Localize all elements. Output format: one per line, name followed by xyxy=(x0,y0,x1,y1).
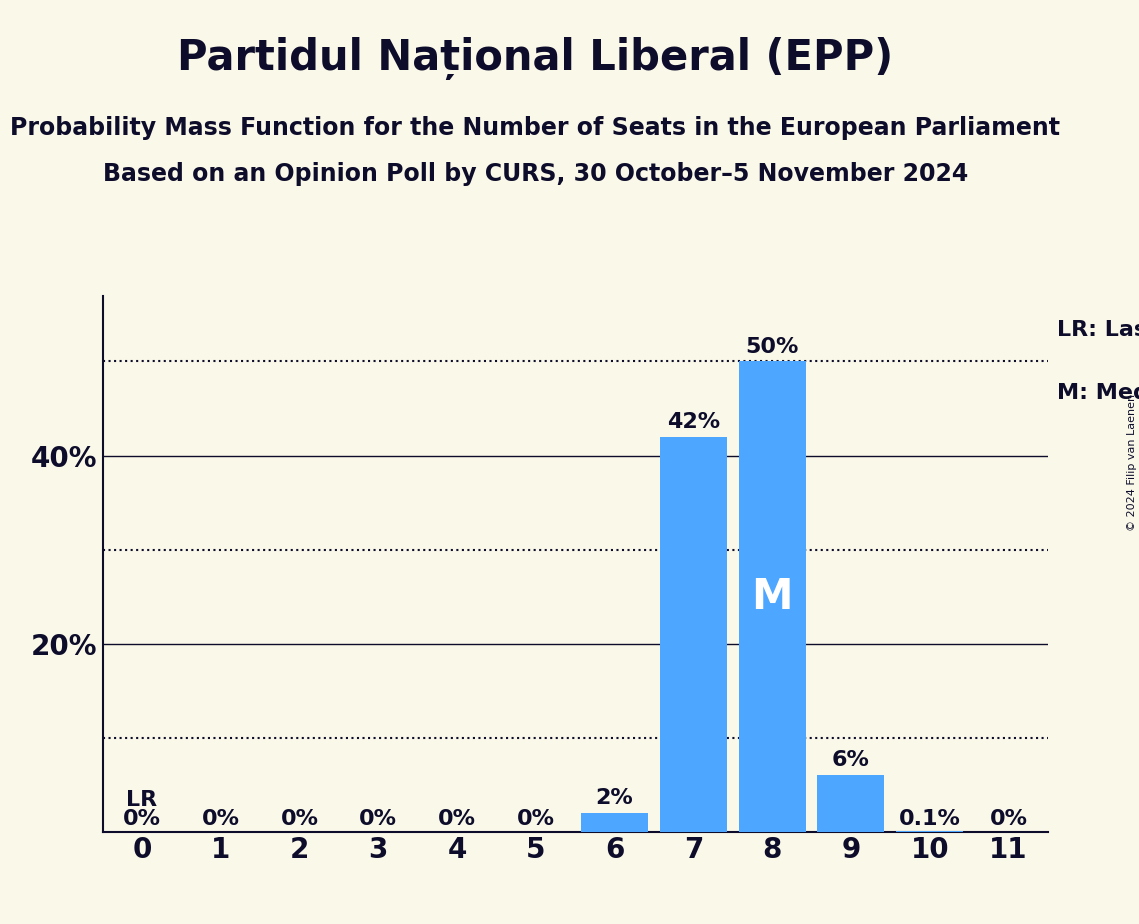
Text: Partidul Național Liberal (EPP): Partidul Național Liberal (EPP) xyxy=(178,37,893,80)
Text: 0%: 0% xyxy=(439,808,476,829)
Text: 0%: 0% xyxy=(202,808,239,829)
Text: 6%: 6% xyxy=(831,750,870,771)
Text: M: M xyxy=(752,576,793,617)
Text: LR: Last Result: LR: Last Result xyxy=(1057,320,1139,340)
Text: M: Median: M: Median xyxy=(1057,383,1139,403)
Text: 0%: 0% xyxy=(359,808,398,829)
Text: 0.1%: 0.1% xyxy=(899,808,960,829)
Bar xyxy=(818,775,884,832)
Bar xyxy=(739,361,805,832)
Bar xyxy=(581,813,648,832)
Text: 2%: 2% xyxy=(596,788,633,808)
Text: 42%: 42% xyxy=(666,412,720,432)
Text: 0%: 0% xyxy=(517,808,555,829)
Text: Based on an Opinion Poll by CURS, 30 October–5 November 2024: Based on an Opinion Poll by CURS, 30 Oct… xyxy=(103,162,968,186)
Text: 0%: 0% xyxy=(280,808,319,829)
Text: 0%: 0% xyxy=(990,808,1027,829)
Text: © 2024 Filip van Laenen: © 2024 Filip van Laenen xyxy=(1126,394,1137,530)
Bar xyxy=(659,437,727,832)
Bar xyxy=(896,831,964,832)
Text: 50%: 50% xyxy=(745,336,798,357)
Text: 0%: 0% xyxy=(123,808,161,829)
Text: LR: LR xyxy=(126,790,157,810)
Text: Probability Mass Function for the Number of Seats in the European Parliament: Probability Mass Function for the Number… xyxy=(10,116,1060,140)
